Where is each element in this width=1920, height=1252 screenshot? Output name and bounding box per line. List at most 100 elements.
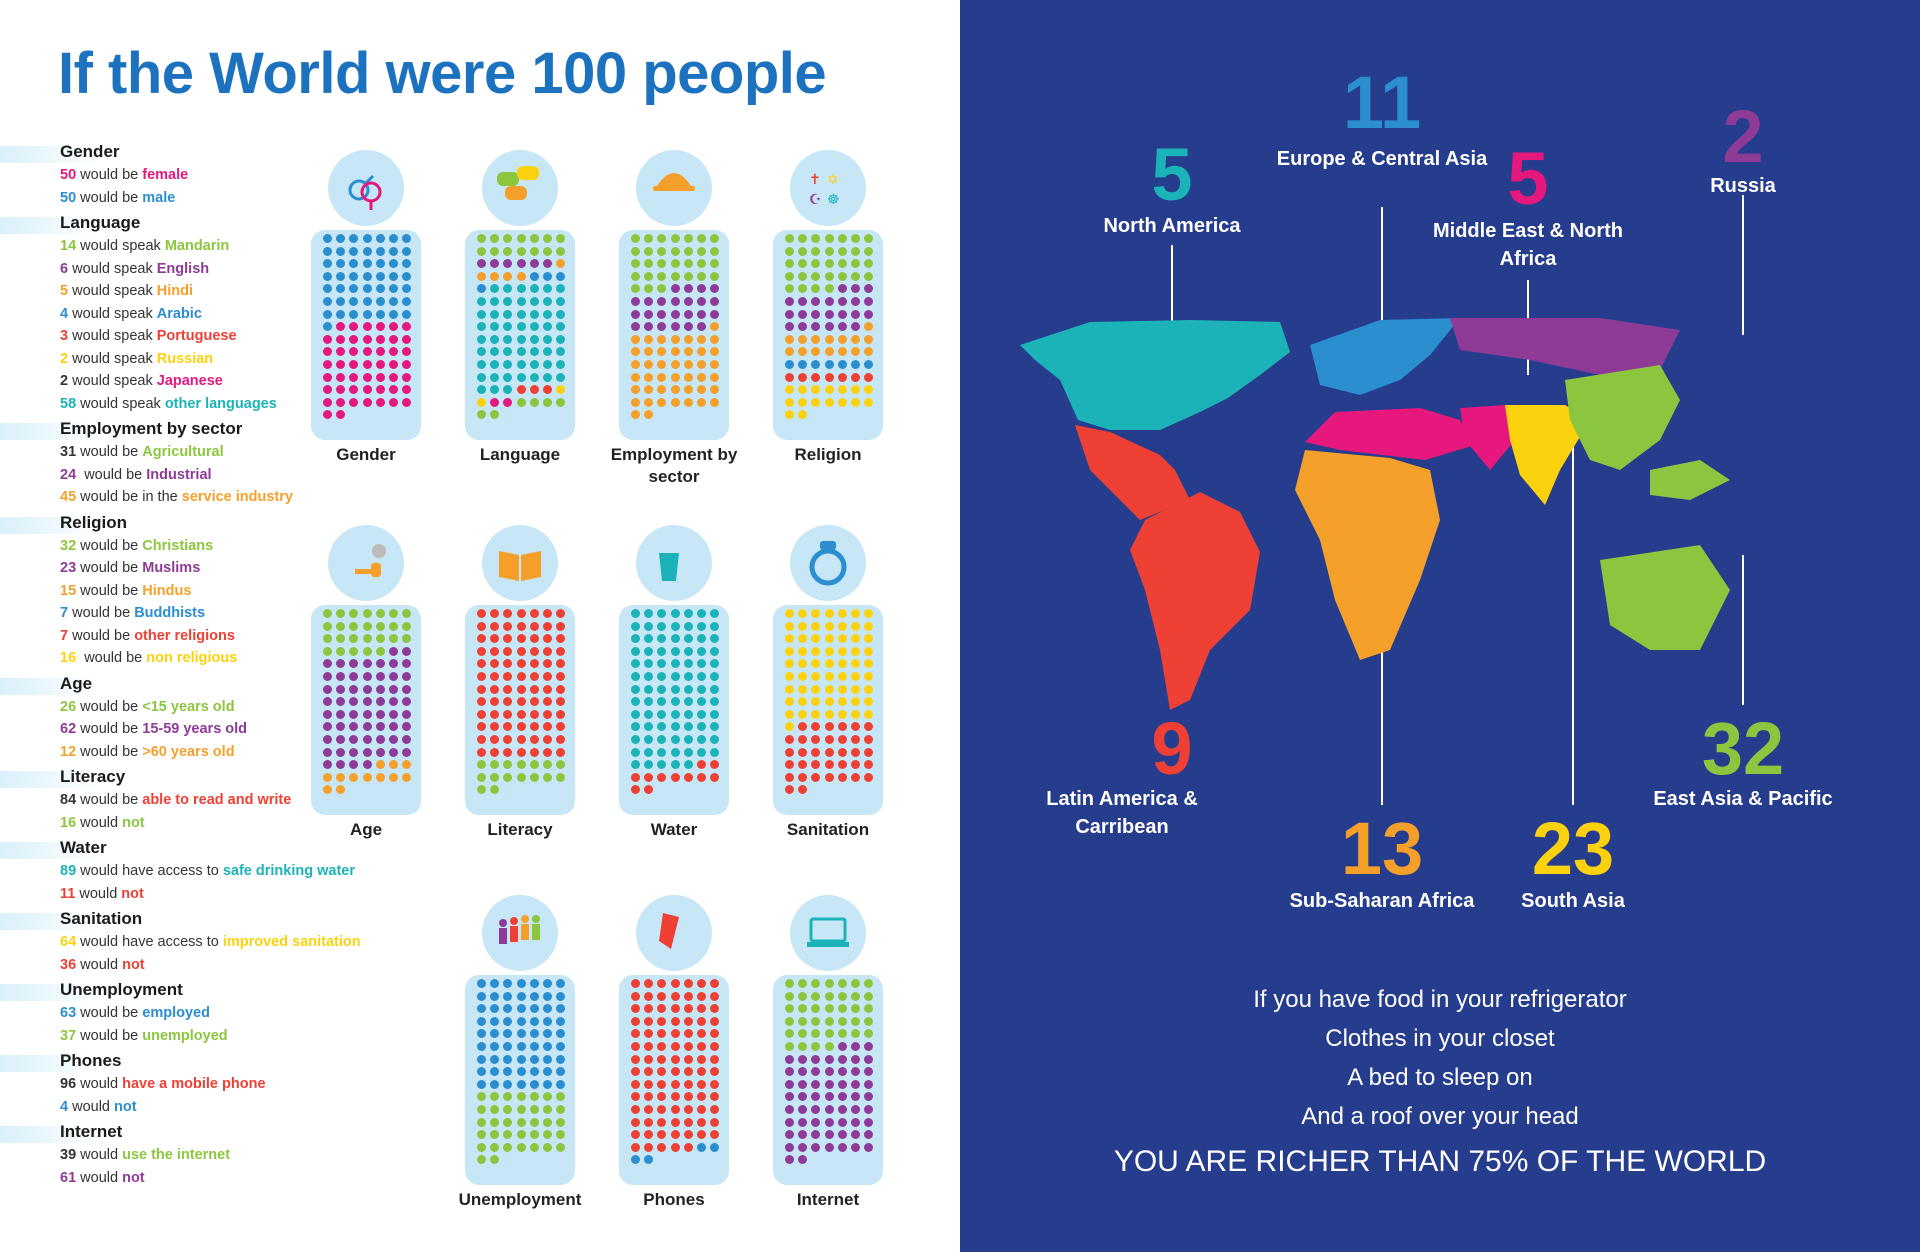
person-dot bbox=[696, 1104, 706, 1114]
person-dot bbox=[683, 1054, 693, 1064]
person-dot bbox=[837, 259, 847, 269]
stat-number: 58 bbox=[60, 395, 77, 412]
stat-highlight: not bbox=[114, 1098, 137, 1115]
person-dot bbox=[349, 284, 359, 294]
person-dot bbox=[529, 1016, 539, 1026]
person-dot bbox=[850, 1004, 860, 1014]
person-dot bbox=[336, 734, 346, 744]
person-dot bbox=[490, 991, 500, 1001]
person-dot bbox=[336, 671, 346, 681]
person-dot bbox=[516, 634, 526, 644]
stat-highlight: Hindi bbox=[156, 283, 193, 299]
person-dot bbox=[388, 309, 398, 319]
person-dot bbox=[477, 1041, 486, 1051]
person-dot bbox=[503, 709, 513, 719]
person-dot bbox=[631, 671, 640, 681]
person-dot bbox=[388, 397, 398, 407]
category-title: Water bbox=[60, 838, 107, 857]
person-dot bbox=[657, 1117, 667, 1127]
person-dot bbox=[837, 1067, 847, 1077]
person-dot bbox=[864, 1117, 874, 1127]
stat-line: 4 would not bbox=[0, 1096, 360, 1119]
person-dot bbox=[529, 1142, 539, 1152]
person-dot bbox=[864, 397, 874, 407]
person-dot bbox=[516, 621, 526, 631]
person-dot bbox=[323, 259, 332, 269]
person-dot bbox=[683, 747, 693, 757]
person-dot bbox=[644, 646, 654, 656]
person-dot bbox=[542, 1067, 552, 1077]
person-dot bbox=[824, 609, 834, 618]
stat-line: 16 would be non religious bbox=[0, 647, 360, 670]
person-dot bbox=[516, 397, 526, 407]
person-dot bbox=[490, 1041, 500, 1051]
person-dot bbox=[644, 309, 654, 319]
person-dot bbox=[837, 334, 847, 344]
person-dot bbox=[670, 1079, 680, 1089]
stat-line: 63 would be employed bbox=[0, 1002, 360, 1025]
person-dot bbox=[864, 271, 874, 281]
person-dot bbox=[710, 1054, 720, 1064]
person-dot bbox=[477, 722, 486, 732]
person-dot bbox=[657, 234, 667, 243]
religion-symbols-icon: ✝ ✡ ☪ ☸ bbox=[803, 164, 853, 214]
stat-highlight: other religions bbox=[134, 627, 235, 644]
person-dot bbox=[336, 246, 346, 256]
person-dot bbox=[477, 322, 486, 332]
person-dot bbox=[490, 347, 500, 357]
person-dot bbox=[824, 709, 834, 719]
person-dot bbox=[824, 334, 834, 344]
person-dot bbox=[811, 259, 821, 269]
person-dot bbox=[556, 760, 566, 770]
category-band bbox=[0, 1126, 100, 1143]
person-dot bbox=[516, 1067, 526, 1077]
person-dot bbox=[644, 671, 654, 681]
stat-highlight: non religious bbox=[146, 650, 238, 666]
category-band bbox=[0, 423, 100, 440]
person-dot bbox=[710, 709, 720, 719]
person-dot bbox=[477, 991, 486, 1001]
person-dot bbox=[388, 634, 398, 644]
person-dot bbox=[529, 722, 539, 732]
person-dot bbox=[850, 709, 860, 719]
person-dot bbox=[542, 697, 552, 707]
person-dot bbox=[556, 609, 566, 618]
person-dot bbox=[850, 1092, 860, 1102]
person-dot bbox=[657, 709, 667, 719]
person-dot bbox=[323, 309, 332, 319]
person-dot bbox=[710, 772, 720, 782]
person-dot bbox=[388, 234, 398, 243]
person-dot bbox=[490, 1142, 500, 1152]
person-dot bbox=[477, 334, 486, 344]
person-dot bbox=[349, 646, 359, 656]
person-dot bbox=[375, 309, 385, 319]
stat-line: 26 would be <15 years old bbox=[0, 696, 360, 719]
person-dot bbox=[864, 309, 874, 319]
person-dot bbox=[850, 684, 860, 694]
region-name: Latin America & Carribean bbox=[1046, 788, 1198, 838]
person-dot bbox=[516, 659, 526, 669]
category-band bbox=[0, 217, 100, 234]
person-dot bbox=[362, 334, 372, 344]
stat-text: would speak bbox=[68, 260, 157, 277]
person-dot bbox=[556, 397, 566, 407]
person-dot bbox=[490, 1079, 500, 1089]
person-dot bbox=[696, 979, 706, 988]
person-dot bbox=[503, 1041, 513, 1051]
person-dot bbox=[490, 359, 500, 369]
person-dot bbox=[388, 385, 398, 395]
person-dot bbox=[402, 609, 412, 618]
person-dot bbox=[556, 646, 566, 656]
stat-number: 26 bbox=[60, 698, 77, 715]
person-dot bbox=[388, 334, 398, 344]
person-dot bbox=[631, 785, 640, 795]
stat-text: would be bbox=[76, 650, 147, 666]
person-dot bbox=[850, 284, 860, 294]
person-dot bbox=[696, 359, 706, 369]
person-dot bbox=[323, 372, 332, 382]
person-dot bbox=[542, 772, 552, 782]
person-dot bbox=[696, 246, 706, 256]
person-dot bbox=[542, 646, 552, 656]
person-dot bbox=[683, 334, 693, 344]
person-dot bbox=[657, 334, 667, 344]
